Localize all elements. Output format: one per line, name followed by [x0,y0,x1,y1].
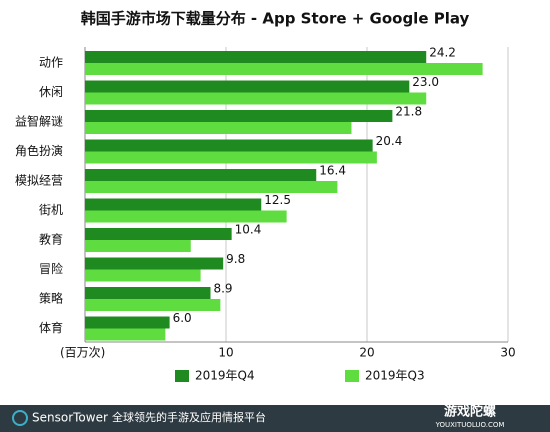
bar [85,240,191,252]
data-label: 9.8 [226,252,245,266]
y-tick-label: 角色扮演 [15,143,63,158]
y-tick-label: 模拟经营 [15,174,63,188]
data-label: 12.5 [264,193,291,207]
data-label: 6.0 [173,311,192,325]
bar [85,316,170,329]
legend-swatch [345,370,359,382]
data-label: 23.0 [412,75,439,89]
bar [85,92,427,105]
data-label: 24.2 [429,46,456,60]
data-label: 8.9 [213,282,232,296]
legend-label: 2019年Q4 [195,369,255,383]
data-label: 20.4 [376,134,403,148]
bar [85,299,221,311]
bar [85,198,262,211]
footer-brand: SensorTower [32,411,108,425]
y-tick-label: 动作 [39,56,63,70]
x-tick-label: 20 [359,346,374,360]
bar [85,228,232,240]
bar [85,328,166,341]
bar [85,287,211,299]
y-tick-label: 教育 [39,232,63,247]
x-tick-label: 10 [218,346,233,360]
bar [85,139,373,152]
footer-tagline: 全球领先的手游及应用情报平台 [112,410,266,424]
bar [85,181,338,193]
bar [85,169,317,181]
bar [85,122,352,134]
data-label: 21.8 [395,105,422,119]
watermark-url: YOUXITUOLUO.COM [435,421,505,429]
y-tick-label: 休闲 [39,85,63,99]
unit-label: (百万次) [60,346,105,360]
y-tick-label: 体育 [39,320,63,335]
y-tick-label: 益智解谜 [15,114,63,129]
y-tick-label: 街机 [39,203,63,217]
legend-swatch [175,370,189,382]
data-label: 10.4 [235,223,262,237]
bar [85,151,377,164]
legend-label: 2019年Q3 [365,369,425,383]
bar [85,80,410,93]
footer-logo [12,410,28,426]
data-label: 16.4 [319,164,346,178]
bar [85,269,201,282]
watermark: 游戏陀螺 [444,404,496,420]
bar [85,210,287,223]
chart-title: 韩国手游市场下载量分布 - App Store + Google Play [81,10,470,28]
bar [85,51,427,63]
bar [85,257,224,270]
y-tick-label: 策略 [39,291,63,306]
bar [85,63,483,75]
footer-bar [0,405,550,432]
y-tick-label: 冒险 [39,261,63,276]
bar [85,110,393,122]
x-tick-label: 30 [500,346,515,360]
